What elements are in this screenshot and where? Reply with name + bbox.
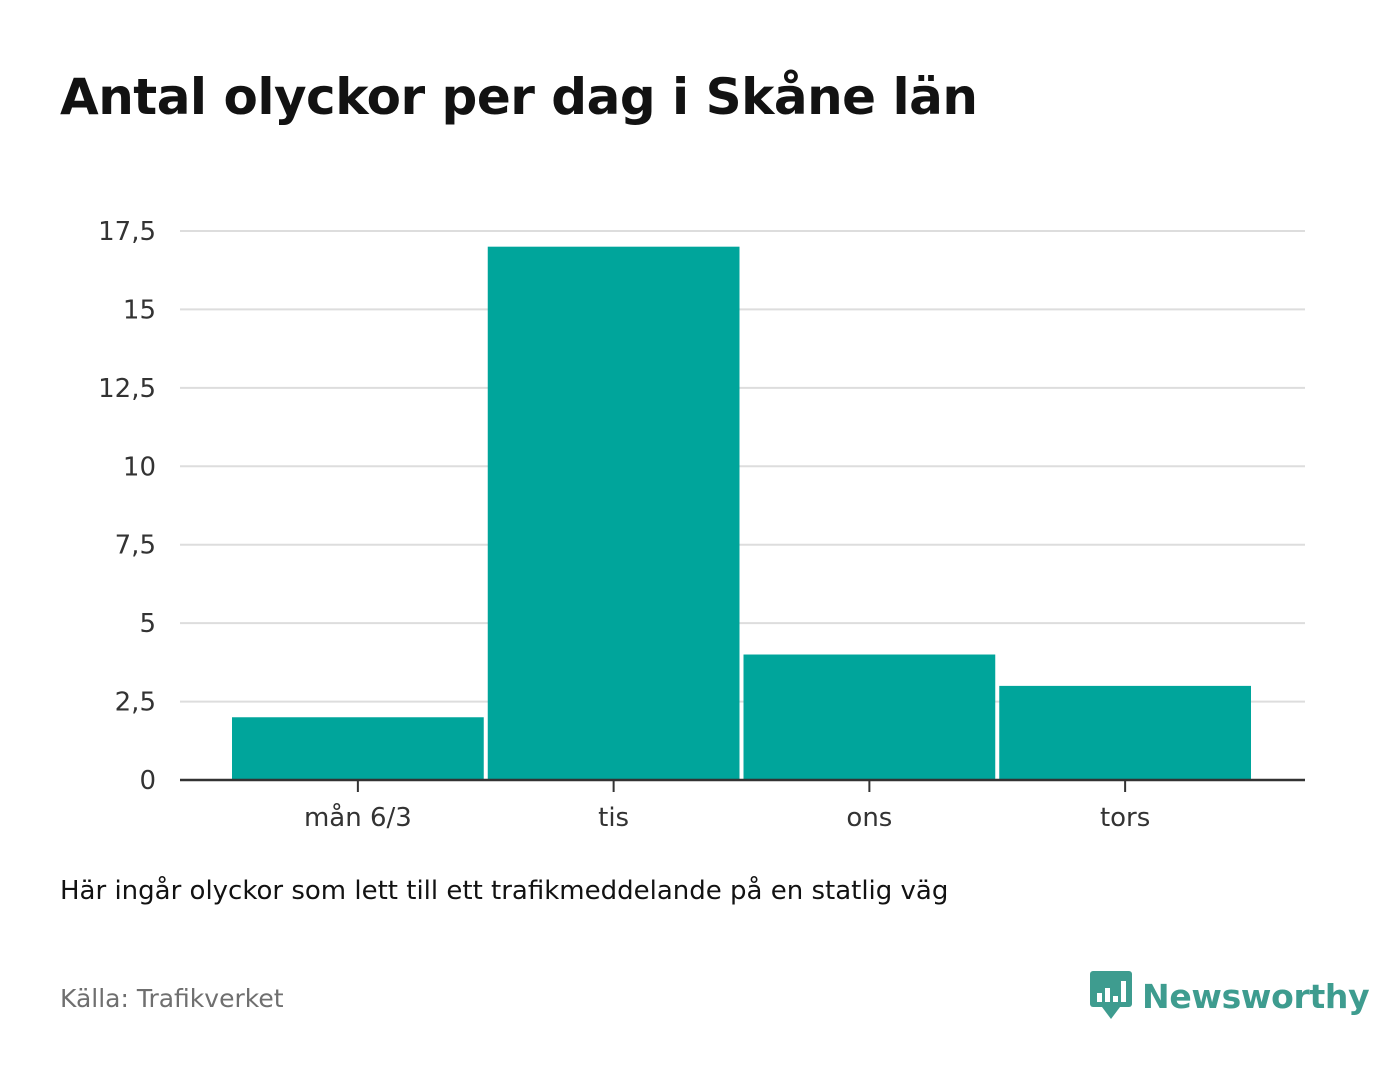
grid-lines xyxy=(180,230,1305,703)
y-tick-label: 0 xyxy=(139,766,156,796)
y-tick-label: 2,5 xyxy=(115,688,156,718)
bar xyxy=(232,717,484,780)
x-tick-label: tors xyxy=(1100,803,1150,833)
bar xyxy=(999,685,1251,780)
newsworthy-logo-icon xyxy=(1090,971,1132,1019)
chart-title: Antal olyckor per dag i Skåne län xyxy=(60,68,978,126)
x-axis: mån 6/3 tis ons tors xyxy=(180,778,1305,833)
newsworthy-logo-text: Newsworthy xyxy=(1142,976,1370,1016)
x-tick-label: ons xyxy=(846,803,892,833)
bar xyxy=(487,246,740,780)
newsworthy-logo: Newsworthy xyxy=(1090,966,1370,1026)
x-tick-label: tis xyxy=(598,803,629,833)
bar xyxy=(743,654,996,780)
y-tick-label: 17,5 xyxy=(98,217,156,247)
y-tick-label: 10 xyxy=(123,452,156,482)
x-tick-label: mån 6/3 xyxy=(304,802,412,833)
y-axis-tick-labels: 0 2,5 5 7,5 10 12,5 15 17,5 xyxy=(98,217,156,796)
y-tick-label: 15 xyxy=(123,295,156,325)
y-tick-label: 5 xyxy=(139,609,156,639)
source-label: Källa: Trafikverket xyxy=(60,984,284,1013)
bar-chart: 0 2,5 5 7,5 10 12,5 15 17,5 mån 6/3 tis ons tors xyxy=(98,217,1305,833)
chart-note: Här ingår olyckor som lett till ett traf… xyxy=(60,876,949,906)
y-tick-label: 12,5 xyxy=(98,374,156,404)
y-tick-label: 7,5 xyxy=(115,531,156,561)
bars xyxy=(232,246,1251,780)
